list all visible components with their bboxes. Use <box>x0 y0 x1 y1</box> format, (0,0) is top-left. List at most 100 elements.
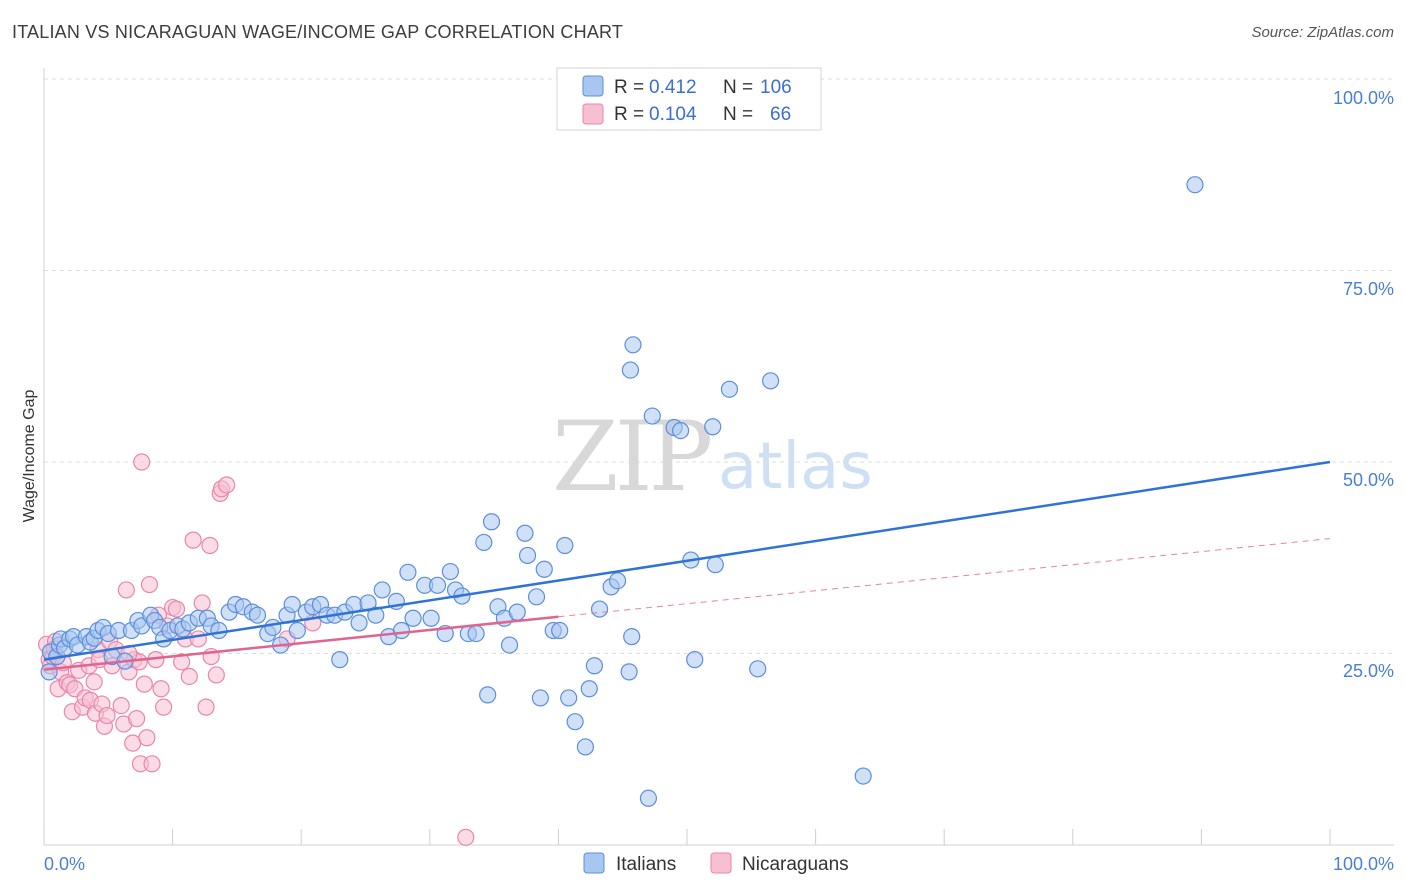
y-tick-label-75: 75.0% <box>1343 279 1394 299</box>
italians-point-99 <box>671 421 690 440</box>
nicaraguans-point-48 <box>167 600 186 618</box>
italians-point-104 <box>720 380 739 398</box>
italians-point-95 <box>624 336 642 354</box>
italians-point-70 <box>475 533 493 552</box>
italians-point-76 <box>508 603 526 621</box>
italians-point-94 <box>623 628 641 646</box>
italians-point-80 <box>531 689 549 707</box>
nicaraguans-point-52 <box>184 531 202 549</box>
italians-trend-line <box>43 460 1331 661</box>
nicaraguans-point-41 <box>143 755 161 773</box>
nicaraguans-point-18 <box>85 673 103 691</box>
trend-lines <box>43 460 1331 671</box>
watermark-zip: ZIP <box>552 401 711 513</box>
italians-point-81 <box>535 560 553 578</box>
italians-point-97 <box>643 407 661 425</box>
italians-point-63 <box>428 576 447 594</box>
nicaraguans-point-28 <box>112 696 130 715</box>
italians-point-77 <box>516 524 534 542</box>
nicaraguans-point-30 <box>117 581 135 599</box>
italians-point-92 <box>608 572 627 590</box>
italians-point-107 <box>854 767 872 785</box>
italians-point-84 <box>556 536 574 555</box>
italians-points <box>40 176 1204 807</box>
italians-point-58 <box>392 621 411 640</box>
italians-point-54 <box>367 606 385 624</box>
nicaraguans-point-44 <box>152 680 170 698</box>
italians-point-103 <box>706 556 724 574</box>
nicaraguans-point-61 <box>218 476 236 494</box>
bottom-legend-swatch-italians <box>583 852 605 874</box>
nicaraguans-point-64 <box>457 828 475 846</box>
italians-point-72 <box>482 513 501 531</box>
nicaraguans-point-49 <box>173 653 191 671</box>
nicaraguans-point-24 <box>98 706 116 725</box>
italians-point-88 <box>580 680 598 698</box>
italians-point-42 <box>283 595 301 614</box>
nicaraguans-point-53 <box>189 630 207 648</box>
nicaraguans-trend-extension <box>558 538 1331 618</box>
y-tick-label-50: 50.0% <box>1343 470 1394 490</box>
y-tick-label-25: 25.0% <box>1343 661 1394 681</box>
italians-point-43 <box>288 621 306 640</box>
legend-r-value-italians: 0.412 <box>649 77 697 98</box>
italians-point-108 <box>1186 176 1204 194</box>
y-axis-title: Wage/Income Gap <box>21 390 38 523</box>
italians-point-39 <box>264 618 282 637</box>
legend-r-label-italians: R = <box>614 77 644 98</box>
italians-point-109 <box>621 361 640 379</box>
watermark-atlas: atlas <box>718 430 873 504</box>
y-tick-labels: 100.0% 75.0% 50.0% 25.0% <box>1333 88 1394 681</box>
x-tick-label-100: 100.0% <box>1333 854 1394 874</box>
nicaraguans-point-37 <box>133 453 151 471</box>
italians-point-90 <box>590 600 609 618</box>
italians-point-69 <box>467 624 485 643</box>
legend-n-label-italians: N = <box>723 77 753 98</box>
italians-point-52 <box>350 614 368 632</box>
nicaraguans-point-45 <box>154 698 173 716</box>
italians-point-60 <box>404 609 422 627</box>
nicaraguans-point-54 <box>193 594 211 612</box>
italians-point-62 <box>422 609 440 627</box>
italians-point-105 <box>749 660 767 678</box>
italians-point-87 <box>576 738 595 756</box>
italians-point-78 <box>518 546 537 565</box>
italians-point-0 <box>40 663 58 681</box>
nicaraguans-point-55 <box>197 698 215 716</box>
nicaraguans-point-40 <box>140 575 159 594</box>
nicaraguans-point-51 <box>180 667 198 686</box>
legend-n-value-italians: 106 <box>760 77 792 98</box>
nicaraguans-point-39 <box>138 729 156 747</box>
italians-point-59 <box>399 563 417 581</box>
bottom-legend: Italians Nicaraguans <box>583 852 849 875</box>
bottom-legend-label-italians: Italians <box>616 854 676 875</box>
italians-point-37 <box>248 606 267 624</box>
source-label: Source: ZipAtlas.com <box>1251 24 1394 41</box>
chart-title: ITALIAN VS NICARAGUAN WAGE/INCOME GAP CO… <box>12 22 624 42</box>
italians-point-49 <box>331 651 349 669</box>
italians-point-86 <box>566 713 584 731</box>
italians-point-102 <box>704 418 722 436</box>
watermark: ZIP atlas <box>552 401 873 513</box>
italians-point-96 <box>639 789 658 807</box>
legend-swatch-nicaraguans <box>582 103 604 125</box>
legend-swatch-italians <box>582 75 604 97</box>
legend-n-label-nicaraguans: N = <box>723 104 753 125</box>
italians-point-85 <box>560 689 578 707</box>
italians-point-55 <box>373 581 391 599</box>
italians-point-75 <box>500 636 519 654</box>
nicaraguans-point-57 <box>207 666 225 684</box>
italians-point-79 <box>527 588 546 606</box>
legend-n-value-nicaraguans: 66 <box>770 104 791 125</box>
italians-point-89 <box>585 657 604 675</box>
x-tick-label-0: 0.0% <box>44 854 85 874</box>
italians-point-93 <box>620 663 638 681</box>
italians-point-71 <box>479 686 497 704</box>
nicaraguans-point-38 <box>135 675 153 693</box>
legend: R = 0.412 N = 106 R = 0.104 N = 66 <box>556 67 822 131</box>
x-axis-ticks <box>43 829 1331 845</box>
nicaraguans-point-34 <box>127 710 146 728</box>
italians-point-101 <box>686 651 704 669</box>
legend-r-label-nicaraguans: R = <box>614 104 644 125</box>
